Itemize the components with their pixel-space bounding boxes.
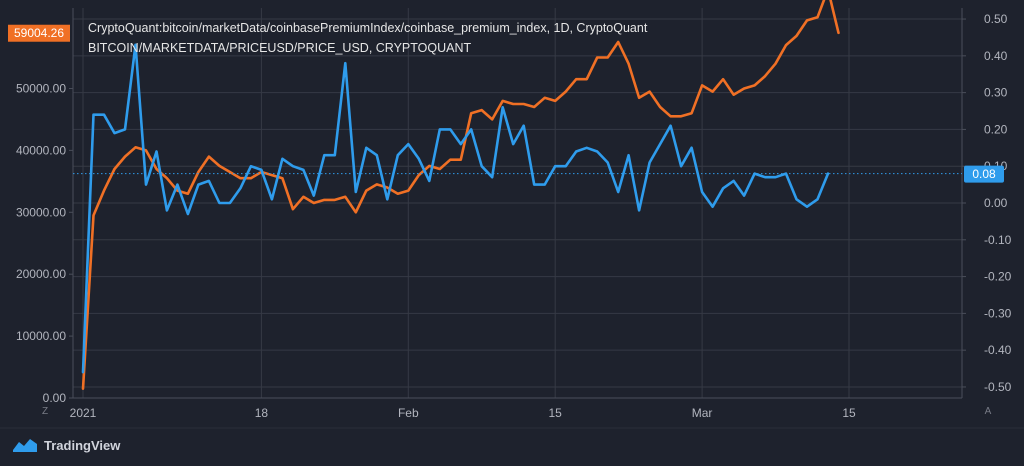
right-tick-label: -0.20 xyxy=(984,270,1012,284)
right-tick-label: 0.00 xyxy=(984,196,1008,210)
left-tick-label: 50000.00 xyxy=(16,81,66,95)
auto-scale-button[interactable]: A xyxy=(984,406,992,417)
x-axis: 2021 18 Feb 15 Mar 15 xyxy=(0,397,1024,429)
right-tick-label: -0.40 xyxy=(984,343,1012,357)
timezone-button[interactable]: Z xyxy=(41,406,49,417)
tradingview-brand[interactable]: TradingView xyxy=(12,436,120,454)
right-axis: 0.500.400.300.200.100.00-0.10-0.20-0.30-… xyxy=(961,8,1012,398)
x-tick-label: 15 xyxy=(842,406,856,420)
series-line-price xyxy=(81,0,840,391)
left-tick-label: 20000.00 xyxy=(16,267,66,281)
series-lines xyxy=(81,0,840,391)
legend-line-price: BITCOIN/MARKETDATA/PRICEUSD/PRICE_USD, C… xyxy=(88,41,472,55)
left-axis: 0.00 10000.00 20000.00 30000.00 40000.00 5000… xyxy=(16,8,74,405)
right-tick-label: 0.20 xyxy=(984,122,1008,136)
grid-lines xyxy=(73,8,962,398)
x-tick-label: Feb xyxy=(398,406,419,420)
x-tick-label: 2021 xyxy=(70,406,97,420)
left-tick-label: 0.00 xyxy=(43,391,67,405)
left-tick-label: 30000.00 xyxy=(16,205,66,219)
left-tick-label: 40000.00 xyxy=(16,143,66,157)
tradingview-logo-icon xyxy=(13,439,37,452)
x-tick-label: 18 xyxy=(255,406,269,420)
price-value-badge xyxy=(8,24,70,42)
x-tick-label: 15 xyxy=(549,406,563,420)
brand-name: TradingView xyxy=(44,437,121,453)
legend-line-premium: CryptoQuant:bitcoin/marketData/coinbaseP… xyxy=(88,21,648,35)
right-tick-label: 0.40 xyxy=(984,49,1008,63)
series-line-premium xyxy=(81,43,830,374)
value-badges: 59004.26 0.08 xyxy=(8,24,1004,183)
right-tick-label: 0.30 xyxy=(984,86,1008,100)
premium-value-label: 0.08 xyxy=(972,167,996,181)
right-tick-label: -0.50 xyxy=(984,380,1012,394)
chart-legend: CryptoQuant:bitcoin/marketData/coinbaseP… xyxy=(88,18,647,58)
price-value-label: 59004.26 xyxy=(14,26,64,40)
left-tick-label: 10000.00 xyxy=(16,329,66,343)
premium-value-badge xyxy=(964,165,1004,183)
right-tick-label: -0.10 xyxy=(984,233,1012,247)
right-tick-label: -0.30 xyxy=(984,306,1012,320)
right-tick-label: 0.50 xyxy=(984,12,1008,26)
x-tick-label: Mar xyxy=(692,406,713,420)
